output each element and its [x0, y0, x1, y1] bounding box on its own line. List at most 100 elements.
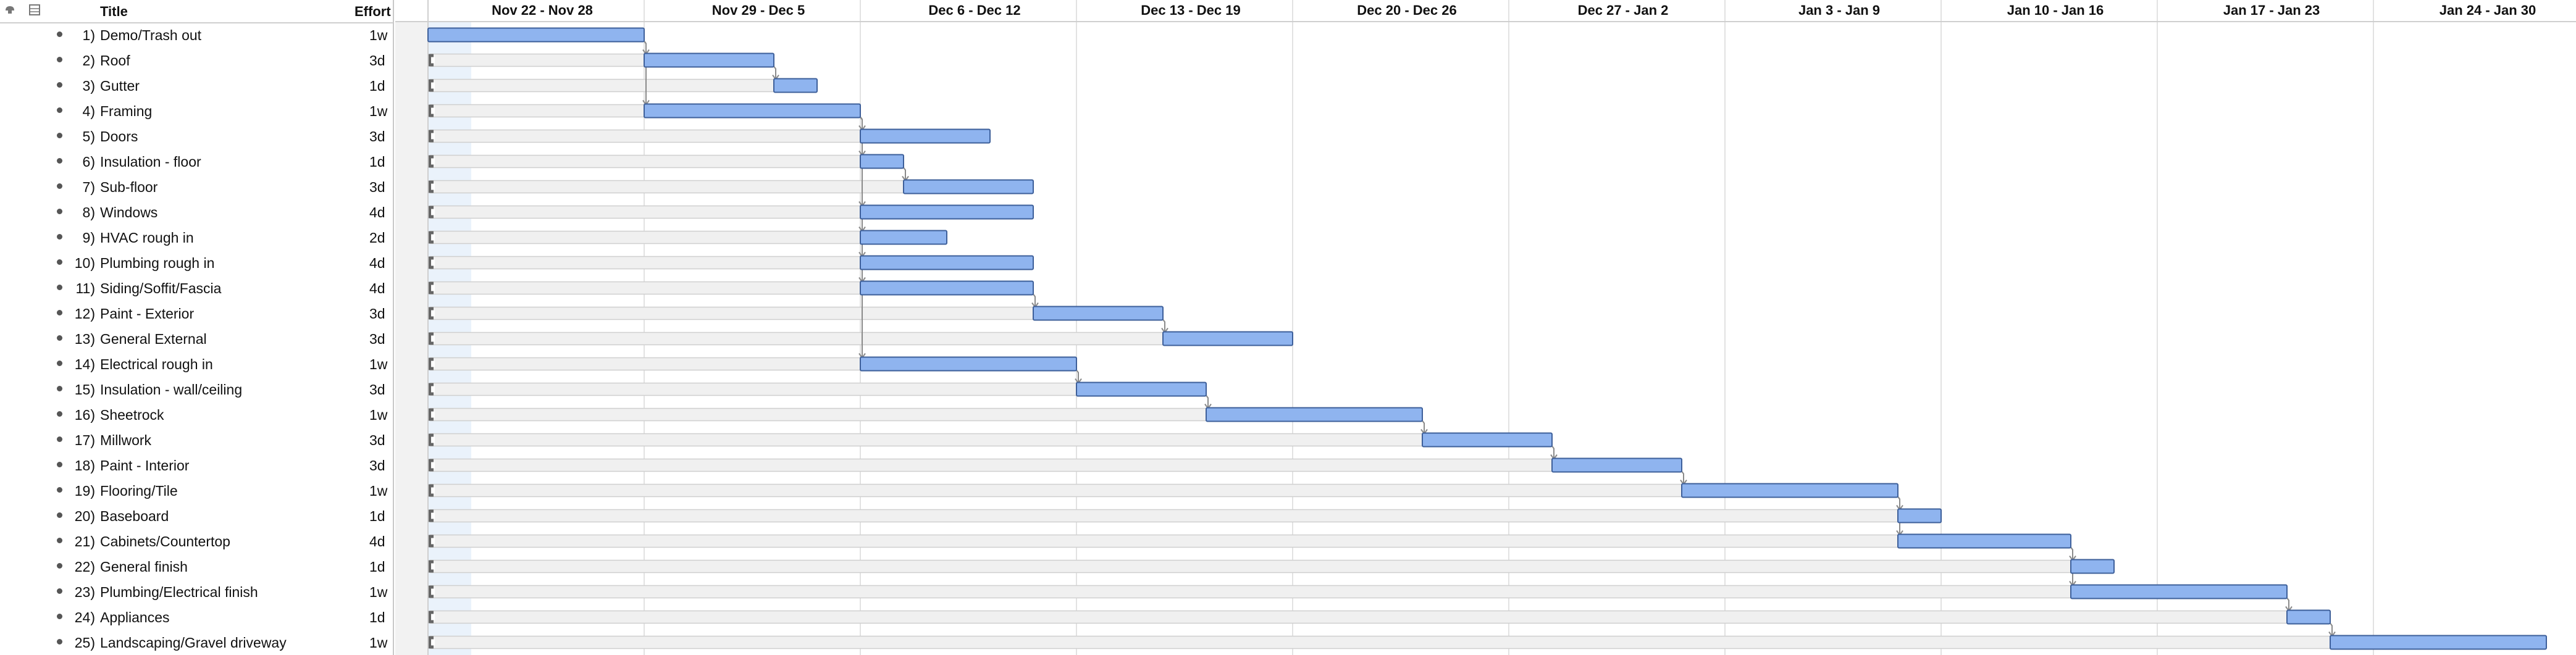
task-row[interactable]: 1) Demo/Trash out 1w: [0, 22, 393, 48]
task-bar[interactable]: [2070, 559, 2115, 574]
task-row[interactable]: 20) Baseboard 1d: [0, 503, 393, 528]
week-header[interactable]: Dec 20 - Dec 26: [1357, 2, 1456, 18]
task-bar[interactable]: [773, 78, 818, 93]
task-row[interactable]: 13) General External 3d: [0, 326, 393, 351]
task-row[interactable]: 3) Gutter 1d: [0, 73, 393, 98]
row-marker-notch: [431, 310, 435, 317]
task-effort: 1w: [369, 584, 388, 600]
task-row[interactable]: 14) Electrical rough in 1w: [0, 351, 393, 377]
task-bar[interactable]: [903, 179, 1034, 194]
row-marker-notch: [431, 133, 435, 140]
row-marker-notch: [431, 614, 435, 620]
task-bar[interactable]: [1206, 407, 1423, 422]
task-bar[interactable]: [860, 356, 1077, 372]
week-header[interactable]: Dec 27 - Jan 2: [1578, 2, 1669, 18]
task-row[interactable]: 10) Plumbing rough in 4d: [0, 250, 393, 275]
task-row[interactable]: 21) Cabinets/Countertop 4d: [0, 528, 393, 554]
task-title[interactable]: Cabinets/Countertop: [100, 533, 230, 549]
task-bar[interactable]: [2330, 635, 2547, 650]
task-title[interactable]: Paint - Exterior: [100, 306, 195, 322]
task-row[interactable]: 22) General finish 1d: [0, 554, 393, 579]
week-header[interactable]: Nov 29 - Dec 5: [712, 2, 805, 18]
task-bar[interactable]: [860, 255, 1034, 270]
dependency-connector: [903, 167, 906, 181]
task-bar[interactable]: [1033, 306, 1164, 321]
task-bar[interactable]: [644, 103, 861, 119]
task-row[interactable]: 5) Doors 3d: [0, 123, 393, 149]
task-title[interactable]: Sheetrock: [100, 407, 164, 423]
task-row[interactable]: 25) Landscaping/Gravel driveway 1w: [0, 630, 393, 655]
task-title[interactable]: Windows: [100, 204, 158, 220]
week-header[interactable]: Dec 13 - Dec 19: [1141, 2, 1240, 18]
task-title[interactable]: Insulation - floor: [100, 154, 201, 170]
task-title[interactable]: Insulation - wall/ceiling: [100, 382, 243, 398]
task-row[interactable]: 18) Paint - Interior 3d: [0, 453, 393, 478]
task-row[interactable]: 9) HVAC rough in 2d: [0, 225, 393, 250]
task-row[interactable]: 24) Appliances 1d: [0, 604, 393, 630]
task-bar[interactable]: [860, 280, 1034, 296]
task-number: 20): [74, 508, 95, 524]
task-bar[interactable]: [1076, 382, 1207, 397]
task-title[interactable]: Gutter: [100, 78, 140, 94]
task-title[interactable]: Doors: [100, 128, 138, 144]
task-bar[interactable]: [860, 230, 947, 245]
week-header[interactable]: Jan 10 - Jan 16: [2007, 2, 2104, 18]
task-row[interactable]: 16) Sheetrock 1w: [0, 402, 393, 427]
task-title[interactable]: Plumbing/Electrical finish: [100, 584, 258, 600]
task-title[interactable]: Plumbing rough in: [100, 255, 215, 271]
task-bar[interactable]: [860, 128, 991, 144]
task-bar[interactable]: [1551, 457, 1682, 473]
task-title[interactable]: Electrical rough in: [100, 356, 213, 372]
task-row[interactable]: 8) Windows 4d: [0, 199, 393, 225]
week-header[interactable]: Nov 22 - Nov 28: [492, 2, 593, 18]
task-bar[interactable]: [1422, 432, 1553, 448]
task-row[interactable]: 23) Plumbing/Electrical finish 1w: [0, 579, 393, 604]
task-title[interactable]: Millwork: [100, 432, 152, 448]
title-column-header[interactable]: Title: [100, 4, 128, 19]
task-title[interactable]: Roof: [100, 52, 130, 69]
task-title[interactable]: Landscaping/Gravel driveway: [100, 635, 287, 651]
task-title[interactable]: Flooring/Tile: [100, 483, 178, 499]
task-title[interactable]: HVAC rough in: [100, 230, 194, 246]
task-row[interactable]: 17) Millwork 3d: [0, 427, 393, 453]
row-bullet-icon: [57, 31, 62, 37]
week-header[interactable]: Dec 6 - Dec 12: [928, 2, 1020, 18]
task-row[interactable]: 15) Insulation - wall/ceiling 3d: [0, 377, 393, 402]
task-title[interactable]: Demo/Trash out: [100, 27, 202, 43]
row-bullet-icon: [57, 386, 62, 391]
task-bar[interactable]: [2070, 584, 2288, 599]
task-bar[interactable]: [860, 204, 1034, 220]
task-title[interactable]: Baseboard: [100, 508, 169, 524]
task-bar[interactable]: [860, 154, 904, 169]
task-row[interactable]: 19) Flooring/Tile 1w: [0, 478, 393, 503]
task-title[interactable]: Paint - Interior: [100, 457, 190, 474]
week-header[interactable]: Jan 24 - Jan 30: [2440, 2, 2536, 18]
row-bullet-icon: [57, 183, 62, 189]
outline-columns-icon[interactable]: [28, 4, 41, 16]
task-row[interactable]: 7) Sub-floor 3d: [0, 174, 393, 199]
task-row[interactable]: 12) Paint - Exterior 3d: [0, 301, 393, 326]
task-bar[interactable]: [1897, 508, 1942, 524]
task-title[interactable]: General External: [100, 331, 207, 347]
view-options-icon[interactable]: [4, 4, 16, 16]
week-header[interactable]: Jan 3 - Jan 9: [1798, 2, 1880, 18]
task-effort: 1d: [369, 508, 385, 524]
task-title[interactable]: Sub-floor: [100, 179, 158, 195]
task-title[interactable]: Appliances: [100, 609, 170, 625]
task-title[interactable]: Framing: [100, 103, 153, 119]
task-row[interactable]: 6) Insulation - floor 1d: [0, 149, 393, 174]
row-marker-notch: [431, 158, 435, 165]
task-bar[interactable]: [1162, 331, 1293, 346]
task-title[interactable]: General finish: [100, 559, 188, 575]
week-header[interactable]: Jan 17 - Jan 23: [2223, 2, 2320, 18]
task-bar[interactable]: [427, 27, 645, 43]
task-row[interactable]: 2) Roof 3d: [0, 48, 393, 73]
task-row[interactable]: 11) Siding/Soffit/Fascia 4d: [0, 275, 393, 301]
effort-column-header[interactable]: Effort: [355, 4, 391, 19]
task-bar[interactable]: [644, 52, 774, 68]
task-bar[interactable]: [2286, 609, 2331, 625]
task-bar[interactable]: [1897, 533, 2071, 549]
task-bar[interactable]: [1681, 483, 1898, 498]
task-title[interactable]: Siding/Soffit/Fascia: [100, 280, 222, 296]
task-row[interactable]: 4) Framing 1w: [0, 98, 393, 123]
